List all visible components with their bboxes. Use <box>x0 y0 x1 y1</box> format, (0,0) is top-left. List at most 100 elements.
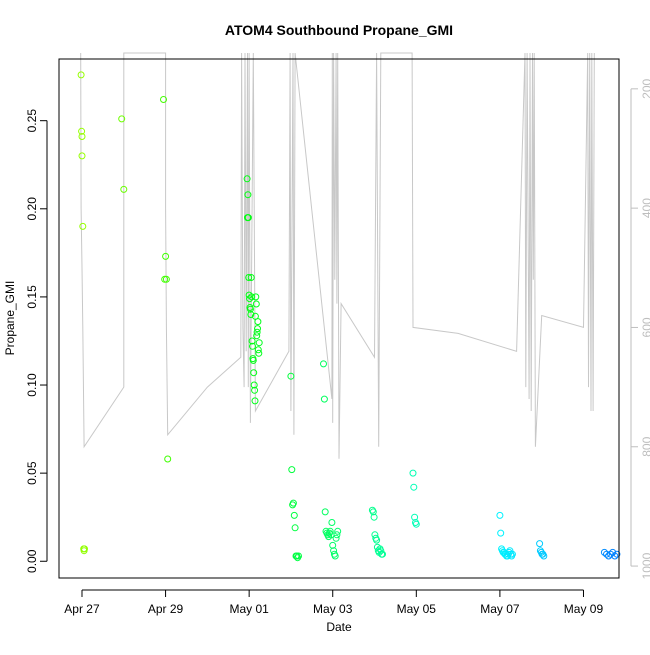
data-point <box>252 293 260 301</box>
data-point <box>78 127 86 135</box>
data-point <box>162 275 170 283</box>
data-point <box>609 548 617 556</box>
data-point <box>328 519 336 526</box>
data-point <box>288 466 296 474</box>
data-point <box>326 527 334 535</box>
data-point <box>611 552 619 560</box>
data-point <box>254 325 261 333</box>
data-point <box>249 342 256 350</box>
data-point <box>164 455 172 463</box>
data-point <box>243 175 251 183</box>
data-point <box>334 527 342 535</box>
axes-layer: Apr 27 Apr 29 May 01 May 03 May 05 May 07 May … <box>25 58 650 616</box>
secondary-tick-label: 400 <box>640 198 650 218</box>
data-point <box>536 540 544 548</box>
data-point <box>255 339 263 347</box>
x-tick-label: May 01 <box>229 602 269 616</box>
x-tick-label: May 07 <box>480 602 520 616</box>
data-point <box>291 524 299 532</box>
data-point <box>252 300 260 308</box>
data-point <box>248 293 256 301</box>
data-point <box>251 386 259 394</box>
data-point <box>244 191 252 199</box>
data-point <box>370 513 378 521</box>
data-point <box>118 115 126 123</box>
x-axis-label: Date <box>326 620 352 634</box>
data-point <box>287 372 295 380</box>
data-point <box>496 511 504 519</box>
data-point <box>377 547 385 555</box>
y-tick-label: 0.20 <box>25 197 39 221</box>
data-point <box>332 534 340 542</box>
data-point <box>247 311 255 318</box>
data-point <box>331 552 339 560</box>
data-point <box>253 332 261 340</box>
data-point <box>249 356 257 364</box>
data-point <box>289 499 297 507</box>
data-point <box>410 483 418 491</box>
y-tick-label: 0.15 <box>25 285 39 309</box>
data-point <box>540 552 548 560</box>
data-point <box>81 545 88 553</box>
data-point <box>77 71 85 79</box>
data-point <box>255 349 263 357</box>
data-point <box>251 397 259 405</box>
data-point <box>248 337 256 345</box>
data-point <box>369 508 377 516</box>
data-point <box>247 274 255 281</box>
secondary-tick-label: 200 <box>640 78 650 98</box>
data-point <box>253 328 261 336</box>
data-point <box>245 274 253 281</box>
x-tick-label: Apr 27 <box>64 602 100 616</box>
y-tick-label: 0.00 <box>25 549 39 573</box>
data-point <box>321 508 329 516</box>
data-point <box>254 318 262 326</box>
data-point <box>246 295 254 303</box>
data-point <box>290 511 298 519</box>
secondary-tick-label: 800 <box>640 436 650 456</box>
plot-frame <box>58 58 620 579</box>
data-point <box>603 550 610 558</box>
secondary-tick-label: 600 <box>640 317 650 337</box>
data-point <box>329 541 337 549</box>
x-tick-label: May 05 <box>397 602 437 616</box>
data-point <box>412 520 420 528</box>
y-tick-label: 0.25 <box>25 109 39 133</box>
data-point <box>373 536 381 544</box>
data-point <box>409 469 417 477</box>
data-point <box>79 222 87 230</box>
data-point <box>250 381 258 389</box>
y-axis-label: Propane_GMI <box>3 281 17 356</box>
secondary-tick-label: 1000 <box>640 552 650 579</box>
data-point <box>411 513 419 521</box>
data-point <box>379 550 386 558</box>
x-tick-label: May 09 <box>564 602 604 616</box>
data-point <box>162 252 170 260</box>
data-point <box>250 369 258 377</box>
y-tick-label: 0.10 <box>25 373 39 397</box>
data-point <box>295 552 302 560</box>
data-point <box>320 395 328 403</box>
y-tick-label: 0.05 <box>25 461 39 485</box>
secondary-line-layer <box>80 52 595 459</box>
data-point <box>600 548 608 556</box>
data-point <box>320 360 327 368</box>
data-point <box>254 346 262 354</box>
secondary-series-line <box>80 52 595 459</box>
data-point <box>244 214 252 222</box>
x-tick-label: May 03 <box>313 602 353 616</box>
data-point <box>246 305 254 313</box>
data-point <box>160 96 167 103</box>
data-point <box>613 550 621 558</box>
data-points-layer <box>77 71 621 562</box>
x-tick-label: Apr 29 <box>148 602 184 616</box>
data-point <box>333 531 341 539</box>
data-point <box>78 152 86 160</box>
data-point <box>120 185 128 193</box>
chart-title: ATOM4 Southbound Propane_GMI <box>225 22 453 38</box>
data-point <box>78 133 86 140</box>
data-point <box>497 529 505 537</box>
